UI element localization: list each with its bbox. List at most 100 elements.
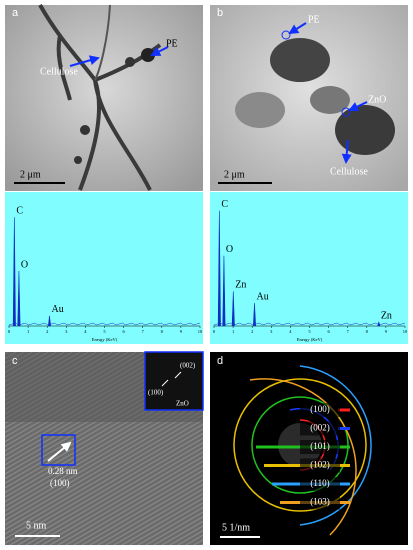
particle xyxy=(125,57,135,67)
peak-label: O xyxy=(21,259,28,270)
peak-label: Au xyxy=(51,304,63,315)
x-tick-label: 0 xyxy=(213,329,216,334)
peak-label: C xyxy=(16,205,23,216)
x-tick-label: 5 xyxy=(308,329,311,334)
panel-label: a xyxy=(12,7,19,19)
x-tick-label: 3 xyxy=(65,329,68,334)
peak xyxy=(252,302,257,327)
annotation: ZnO xyxy=(368,94,386,105)
spectrum-bg xyxy=(210,192,408,344)
peak-label: C xyxy=(221,199,228,210)
annotation: Cellulose xyxy=(40,66,78,77)
x-axis-label: Energy (KeV) xyxy=(297,337,323,342)
x-tick-label: 7 xyxy=(347,329,350,334)
scale-label: 2 μm xyxy=(224,169,245,180)
arrow xyxy=(341,139,352,164)
label-box xyxy=(300,421,340,436)
noise xyxy=(8,322,201,326)
x-tick-label: 1 xyxy=(27,329,29,334)
arrow xyxy=(348,101,368,112)
annotation: PE xyxy=(308,14,320,25)
x-tick-label: 10 xyxy=(198,329,203,334)
panel-a: a Cellulose PE 2 μm xyxy=(5,4,203,191)
inset-line xyxy=(161,379,169,387)
ring-label: (103) xyxy=(310,497,330,507)
particle xyxy=(80,125,90,135)
marker-circle xyxy=(341,107,351,117)
x-tick-label: 4 xyxy=(84,329,87,334)
panel-label: d xyxy=(217,355,223,367)
x-tick-label: 1 xyxy=(232,329,234,334)
peak-label: Au xyxy=(256,291,268,302)
particle xyxy=(335,105,395,155)
peak xyxy=(222,255,226,327)
scale-label: 5 1/nm xyxy=(222,522,250,533)
scale-label: 5 nm xyxy=(26,520,47,531)
tem-image xyxy=(5,5,203,191)
peak xyxy=(17,270,21,327)
roi-box xyxy=(41,434,76,466)
ring xyxy=(233,378,367,512)
spectra: 0 1 2 3 4 5 6 7 8 9 10 Energy (KeV) C O Au 0 1 2 3 4 5 6 7 8 9 10… xyxy=(5,192,408,344)
panel-label: c xyxy=(12,355,18,367)
peak xyxy=(12,217,16,327)
inset xyxy=(144,351,204,411)
peak xyxy=(231,291,235,327)
x-tick-label: 3 xyxy=(270,329,273,334)
ring-label: (101) xyxy=(310,441,330,451)
particle xyxy=(310,86,350,114)
particle xyxy=(74,156,82,164)
annotation: 0.28 nm xyxy=(48,466,78,476)
x-tick-label: 2 xyxy=(46,329,48,334)
particle xyxy=(270,38,330,82)
panel-b: b PE ZnO Cellulose 2 μm xyxy=(210,5,408,191)
peak xyxy=(377,321,381,327)
arrow xyxy=(288,22,307,35)
arrow xyxy=(69,55,100,67)
ring-labels: (100) (002) (101) (102) (110) (103) xyxy=(256,403,350,510)
annotation: Cellulose xyxy=(330,166,368,177)
peak-label: Zn xyxy=(381,310,392,321)
x-tick-label: 9 xyxy=(385,329,388,334)
x-tick-label: 5 xyxy=(103,329,106,334)
x-tick-label: 6 xyxy=(122,329,125,334)
x-tick-label: 0 xyxy=(8,329,11,334)
x-tick-label: 7 xyxy=(142,329,145,334)
x-tick-label: 4 xyxy=(289,329,292,334)
panel-c: (002) (100) ZnO 0.28 nm (100) c 5 nm xyxy=(5,351,204,545)
peak xyxy=(47,315,52,327)
ring-label: (102) xyxy=(310,460,330,470)
ring-label: (110) xyxy=(310,478,329,488)
arrow xyxy=(150,46,169,56)
x-tick-label: 2 xyxy=(251,329,253,334)
inset-label: (100) xyxy=(148,389,164,397)
annotation: (100) xyxy=(50,478,70,488)
peak-label: Zn xyxy=(235,280,246,291)
scale-label: 2 μm xyxy=(20,169,41,180)
fiber xyxy=(94,4,111,81)
peak-label: O xyxy=(226,244,233,255)
ring xyxy=(251,396,349,494)
x-tick-label: 9 xyxy=(180,329,183,334)
ring-arc xyxy=(299,365,372,526)
label-box xyxy=(300,495,340,510)
ring-label: (002) xyxy=(310,423,330,433)
annotation: PE xyxy=(166,38,178,49)
arrow xyxy=(47,441,72,462)
spectrum-bg xyxy=(5,192,203,344)
x-tick-label: 10 xyxy=(403,329,408,334)
label-box xyxy=(300,458,340,473)
inset-line xyxy=(174,371,182,379)
x-tick-label: 8 xyxy=(366,329,369,334)
inset-label: ZnO xyxy=(176,400,189,408)
inset-label: (002) xyxy=(180,362,196,370)
label-box xyxy=(300,477,340,491)
label-box xyxy=(300,403,340,417)
particle xyxy=(235,92,285,128)
noise xyxy=(213,322,406,326)
ring-label: (100) xyxy=(310,404,330,414)
x-axis-label: Energy (KeV) xyxy=(92,337,118,342)
x-tick-label: 6 xyxy=(327,329,330,334)
